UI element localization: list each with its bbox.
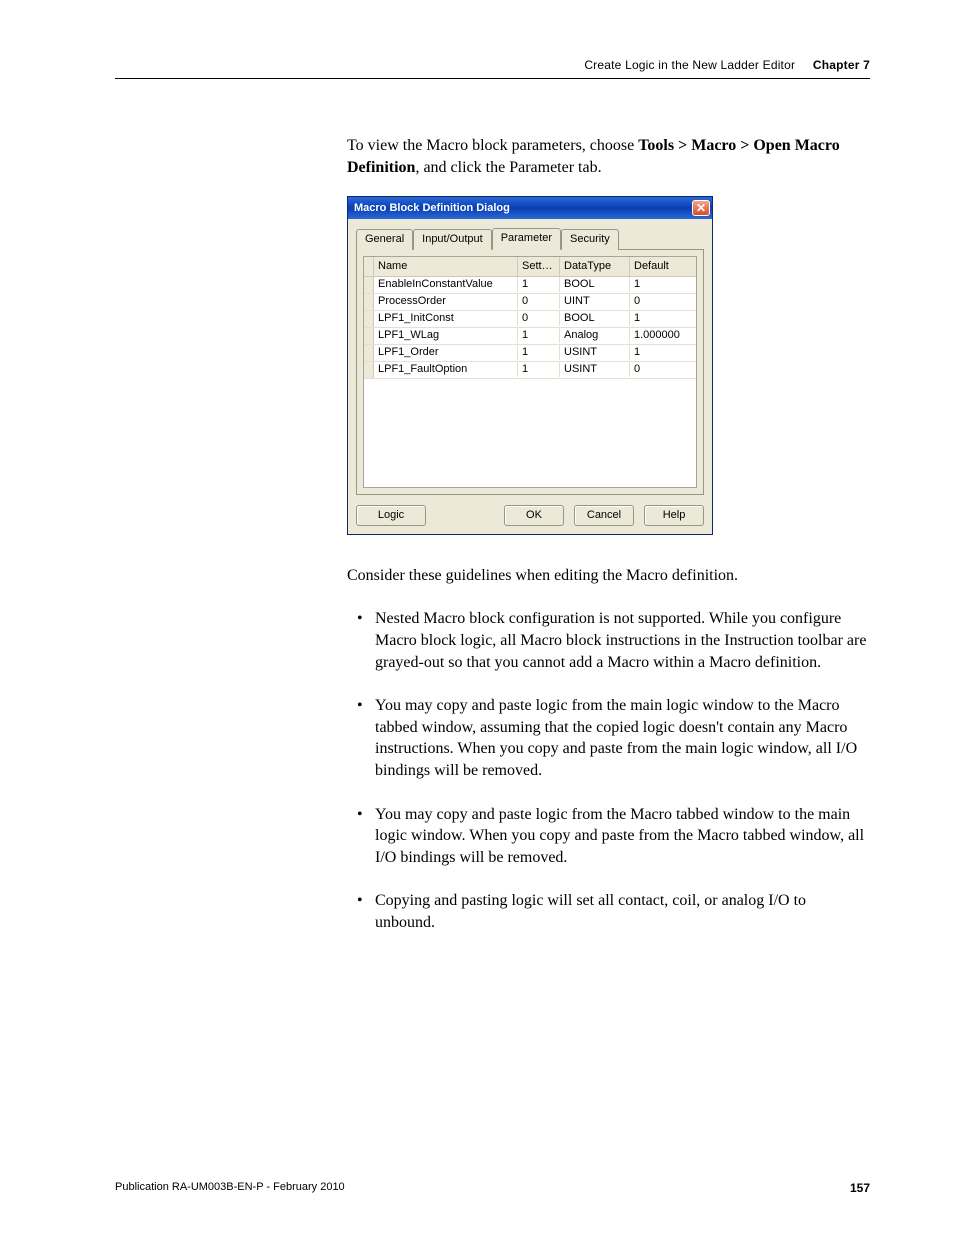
list-item: Nested Macro block configuration is not … (369, 608, 870, 673)
close-icon[interactable]: ✕ (692, 200, 710, 216)
dialog-buttons: Logic OK Cancel Help (356, 505, 704, 526)
cell-default: 0 (630, 294, 696, 309)
cell-default: 1.000000 (630, 328, 696, 343)
cell-name: ProcessOrder (374, 294, 518, 309)
macro-block-definition-dialog: Macro Block Definition Dialog ✕ General … (347, 196, 713, 535)
cell-sett: 0 (518, 311, 560, 326)
guidelines-list: Nested Macro block configuration is not … (369, 608, 870, 933)
tab-general[interactable]: General (356, 229, 413, 250)
table-row[interactable]: LPF1_FaultOption1USINT0 (364, 362, 696, 379)
row-handle (364, 328, 374, 344)
cell-datatype: BOOL (560, 311, 630, 326)
cell-sett: 1 (518, 362, 560, 377)
grid-body: EnableInConstantValue1BOOL1ProcessOrder0… (364, 277, 696, 487)
intro-pre: To view the Macro block parameters, choo… (347, 137, 638, 154)
row-handle (364, 294, 374, 310)
ok-button[interactable]: OK (504, 505, 564, 526)
cell-datatype: UINT (560, 294, 630, 309)
cell-datatype: BOOL (560, 277, 630, 292)
col-default: Default (630, 257, 696, 276)
cell-sett: 0 (518, 294, 560, 309)
page-header: Create Logic in the New Ladder Editor Ch… (115, 58, 870, 72)
cell-sett: 1 (518, 328, 560, 343)
table-row[interactable]: ProcessOrder0UINT0 (364, 294, 696, 311)
cell-default: 1 (630, 345, 696, 360)
table-row[interactable]: LPF1_WLag1Analog1.000000 (364, 328, 696, 345)
row-handle (364, 345, 374, 361)
list-item: You may copy and paste logic from the Ma… (369, 804, 870, 869)
page-footer: Publication RA-UM003B-EN-P - February 20… (115, 1181, 870, 1195)
table-row[interactable]: EnableInConstantValue1BOOL1 (364, 277, 696, 294)
tab-parameter[interactable]: Parameter (492, 228, 561, 250)
cell-name: LPF1_WLag (374, 328, 518, 343)
breadcrumb: Create Logic in the New Ladder Editor (584, 58, 795, 72)
help-button[interactable]: Help (644, 505, 704, 526)
col-sett: Sett… (518, 257, 560, 276)
row-handle (364, 311, 374, 327)
col-datatype: DataType (560, 257, 630, 276)
tab-panel: Name Sett… DataType Default EnableInCons… (356, 249, 704, 495)
col-handle (364, 257, 374, 276)
tab-security[interactable]: Security (561, 229, 619, 250)
tab-strip: General Input/Output Parameter Security (356, 227, 704, 249)
dialog-titlebar: Macro Block Definition Dialog ✕ (348, 197, 712, 219)
cell-datatype: USINT (560, 362, 630, 377)
col-name: Name (374, 257, 518, 276)
publication-id: Publication RA-UM003B-EN-P - February 20… (115, 1181, 345, 1195)
dialog-title: Macro Block Definition Dialog (354, 201, 510, 216)
cell-datatype: Analog (560, 328, 630, 343)
cell-name: EnableInConstantValue (374, 277, 518, 292)
parameter-grid: Name Sett… DataType Default EnableInCons… (363, 256, 697, 488)
cell-sett: 1 (518, 345, 560, 360)
cell-default: 1 (630, 277, 696, 292)
cell-name: LPF1_InitConst (374, 311, 518, 326)
header-rule (115, 78, 870, 79)
cell-name: LPF1_Order (374, 345, 518, 360)
tab-input-output[interactable]: Input/Output (413, 229, 492, 250)
cell-default: 1 (630, 311, 696, 326)
table-row[interactable]: LPF1_Order1USINT1 (364, 345, 696, 362)
row-handle (364, 277, 374, 293)
table-row[interactable]: LPF1_InitConst0BOOL1 (364, 311, 696, 328)
list-item: Copying and pasting logic will set all c… (369, 890, 870, 933)
page-number: 157 (850, 1181, 870, 1195)
chapter-label: Chapter 7 (813, 58, 870, 72)
cell-default: 0 (630, 362, 696, 377)
guidelines-intro: Consider these guidelines when editing t… (347, 565, 870, 587)
cell-datatype: USINT (560, 345, 630, 360)
row-handle (364, 362, 374, 378)
cell-sett: 1 (518, 277, 560, 292)
list-item: You may copy and paste logic from the ma… (369, 695, 870, 781)
logic-button[interactable]: Logic (356, 505, 426, 526)
cancel-button[interactable]: Cancel (574, 505, 634, 526)
intro-paragraph: To view the Macro block parameters, choo… (347, 135, 870, 178)
cell-name: LPF1_FaultOption (374, 362, 518, 377)
grid-header: Name Sett… DataType Default (364, 257, 696, 277)
intro-post: , and click the Parameter tab. (415, 159, 601, 176)
